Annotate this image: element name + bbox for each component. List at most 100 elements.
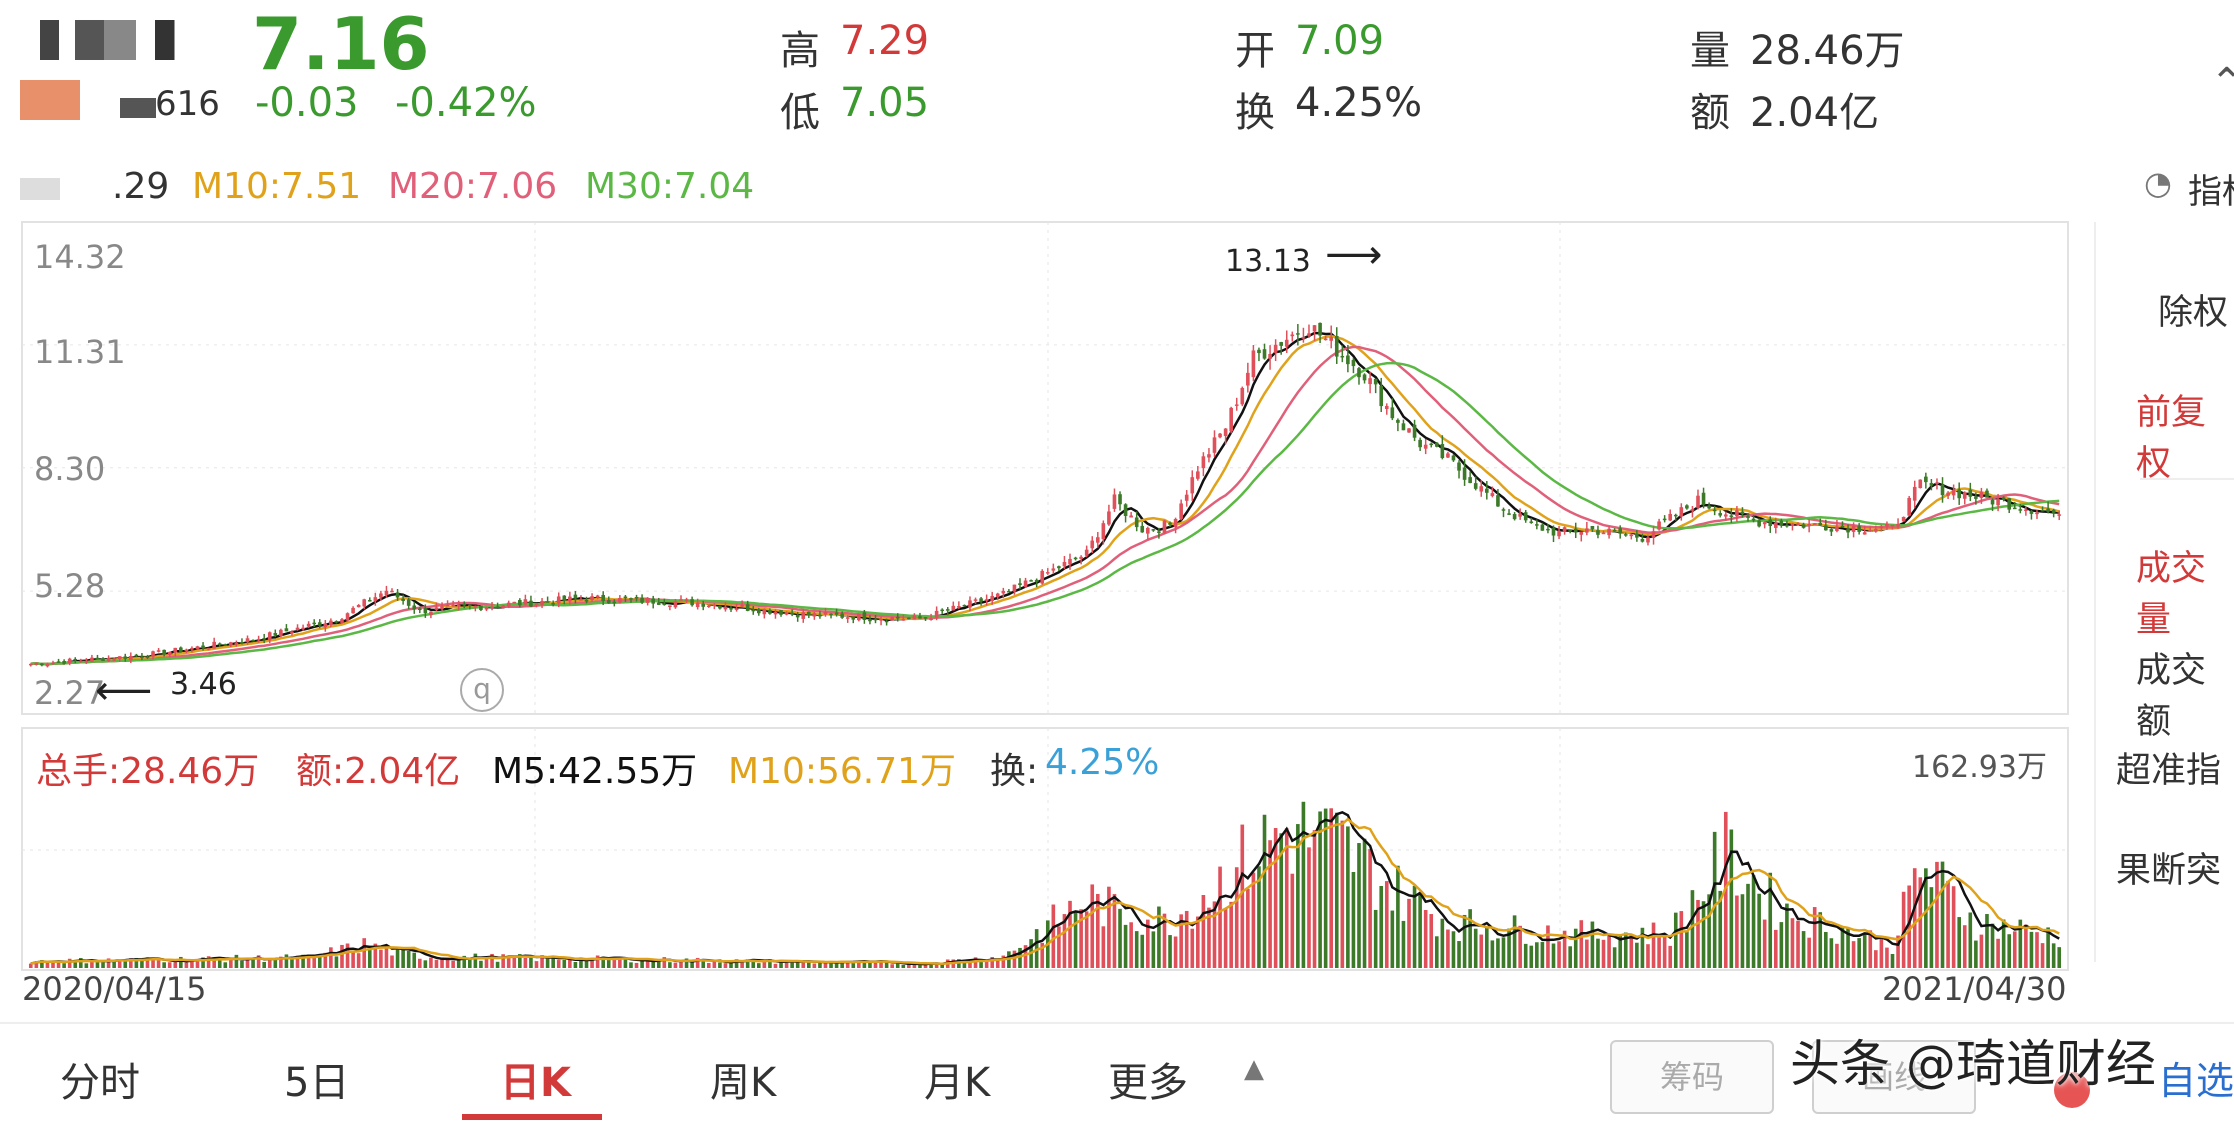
ma20-value: M20:7.06 xyxy=(388,166,558,207)
volume-bar xyxy=(1329,808,1334,968)
candle-body xyxy=(373,597,378,601)
volume-bar xyxy=(334,956,339,968)
candle-body xyxy=(1434,442,1439,447)
candle-body xyxy=(1062,561,1067,567)
volume-bar xyxy=(595,955,600,968)
volume-bar xyxy=(395,946,400,968)
candle-body xyxy=(484,607,489,610)
volume-bar xyxy=(1307,847,1311,968)
sidebar-item-amount[interactable]: 成交额 xyxy=(2136,651,2207,742)
candle-body xyxy=(1612,530,1617,532)
caret-up-icon[interactable]: ▲ xyxy=(1244,1054,1264,1084)
chip-button[interactable]: 筹码 xyxy=(1610,1040,1774,1114)
tab-monthly-k[interactable]: 月K xyxy=(924,1060,991,1106)
candle-body xyxy=(1190,477,1195,494)
draw-line-button[interactable]: 画线 xyxy=(1812,1040,1976,1114)
sidebar-item-indicator-2[interactable]: 果断突 xyxy=(2116,851,2222,891)
volume-bar xyxy=(912,962,917,968)
candle-body xyxy=(1040,570,1045,584)
candle-body xyxy=(523,599,528,605)
candle-body xyxy=(1757,520,1761,527)
turnover-value: 4.25% xyxy=(1295,80,1423,126)
volume-bar xyxy=(645,958,650,968)
volume-bar xyxy=(1523,943,1528,968)
sidebar-item-volume[interactable]: 成交量 xyxy=(2136,549,2207,640)
volume-bar xyxy=(1434,936,1439,968)
volume-bar xyxy=(90,961,94,968)
candle-body xyxy=(1573,528,1578,533)
collapse-chevron-icon[interactable]: ⌃ xyxy=(2210,60,2234,106)
volume-bar xyxy=(762,961,767,968)
volume-bar xyxy=(1384,881,1389,968)
tab-5day[interactable]: 5日 xyxy=(284,1060,350,1106)
candle-body xyxy=(1051,568,1056,571)
candle-body xyxy=(584,599,589,602)
sidebar-item-indicator-1[interactable]: 超准指 xyxy=(2116,751,2222,791)
indicator-button[interactable]: 指标 xyxy=(2188,172,2234,212)
candle-body xyxy=(1679,507,1684,517)
volume-bar xyxy=(1273,828,1278,968)
volume-bar xyxy=(1373,909,1378,968)
tab-weekly-k[interactable]: 周K xyxy=(710,1060,777,1106)
volume-bar xyxy=(1079,909,1083,968)
candle-body xyxy=(1846,529,1850,533)
candle-body xyxy=(1996,499,2000,506)
volume-bar xyxy=(1746,883,1750,968)
volume-bar xyxy=(718,962,722,968)
volume-panel-frame xyxy=(21,727,2069,971)
volume-bar xyxy=(1868,930,1873,968)
candle-body xyxy=(251,639,255,642)
volume-bar xyxy=(790,960,794,968)
candle-body xyxy=(195,646,200,650)
gauge-icon[interactable]: ◔ xyxy=(2144,164,2172,202)
volume-bar xyxy=(1396,865,1400,968)
candle-body xyxy=(1196,471,1200,479)
candle-body xyxy=(1223,428,1228,437)
q-circle-icon[interactable]: q xyxy=(460,668,504,712)
candle-body xyxy=(1740,511,1745,514)
candle-body xyxy=(1835,526,1839,532)
tab-more[interactable]: 更多 xyxy=(1108,1060,1188,1106)
candle-body xyxy=(1112,494,1117,509)
candle-body xyxy=(295,627,300,630)
candle-body xyxy=(1023,580,1028,587)
volume-bar xyxy=(40,960,44,968)
candle-body xyxy=(951,605,956,611)
candle-body xyxy=(229,642,233,646)
blurred-logo xyxy=(20,80,80,120)
candle-body xyxy=(273,632,278,636)
volume-bar xyxy=(34,961,39,968)
candle-body xyxy=(1918,479,1923,488)
volume-bar xyxy=(706,962,711,968)
candle-body xyxy=(1596,530,1600,535)
tab-daily-k[interactable]: 日K xyxy=(500,1060,571,1106)
volume-bar xyxy=(857,960,861,968)
candle-body xyxy=(479,605,483,611)
candle-body xyxy=(256,638,261,641)
high-label: 高 xyxy=(780,28,820,74)
candle-body xyxy=(1151,529,1156,531)
volume-bar xyxy=(429,957,433,968)
candle-body xyxy=(2057,514,2062,516)
candle-body xyxy=(940,609,944,612)
volume-bar xyxy=(340,944,344,968)
volume-bar xyxy=(379,949,383,968)
volume-bar xyxy=(1196,916,1200,968)
candle-body xyxy=(812,613,817,617)
candle-body xyxy=(1585,528,1589,533)
volume-bar xyxy=(995,960,1000,968)
sidebar-item-ex-rights[interactable]: 除权 xyxy=(2158,293,2229,333)
candle-body xyxy=(290,631,294,634)
volume-bar xyxy=(1690,890,1695,968)
candle-body xyxy=(1173,518,1178,528)
volume-bar xyxy=(1485,927,1489,968)
volume-bar xyxy=(1212,901,1217,968)
sidebar-item-forward-adjusted[interactable]: 前复权 xyxy=(2136,393,2207,484)
add-watchlist-button[interactable]: 自选 xyxy=(2158,1059,2234,1103)
volume-bar xyxy=(1623,932,1628,968)
tab-intraday[interactable]: 分时 xyxy=(60,1060,140,1106)
candle-body xyxy=(234,642,239,645)
candle-body xyxy=(1962,492,1967,499)
candle-body xyxy=(217,643,222,645)
